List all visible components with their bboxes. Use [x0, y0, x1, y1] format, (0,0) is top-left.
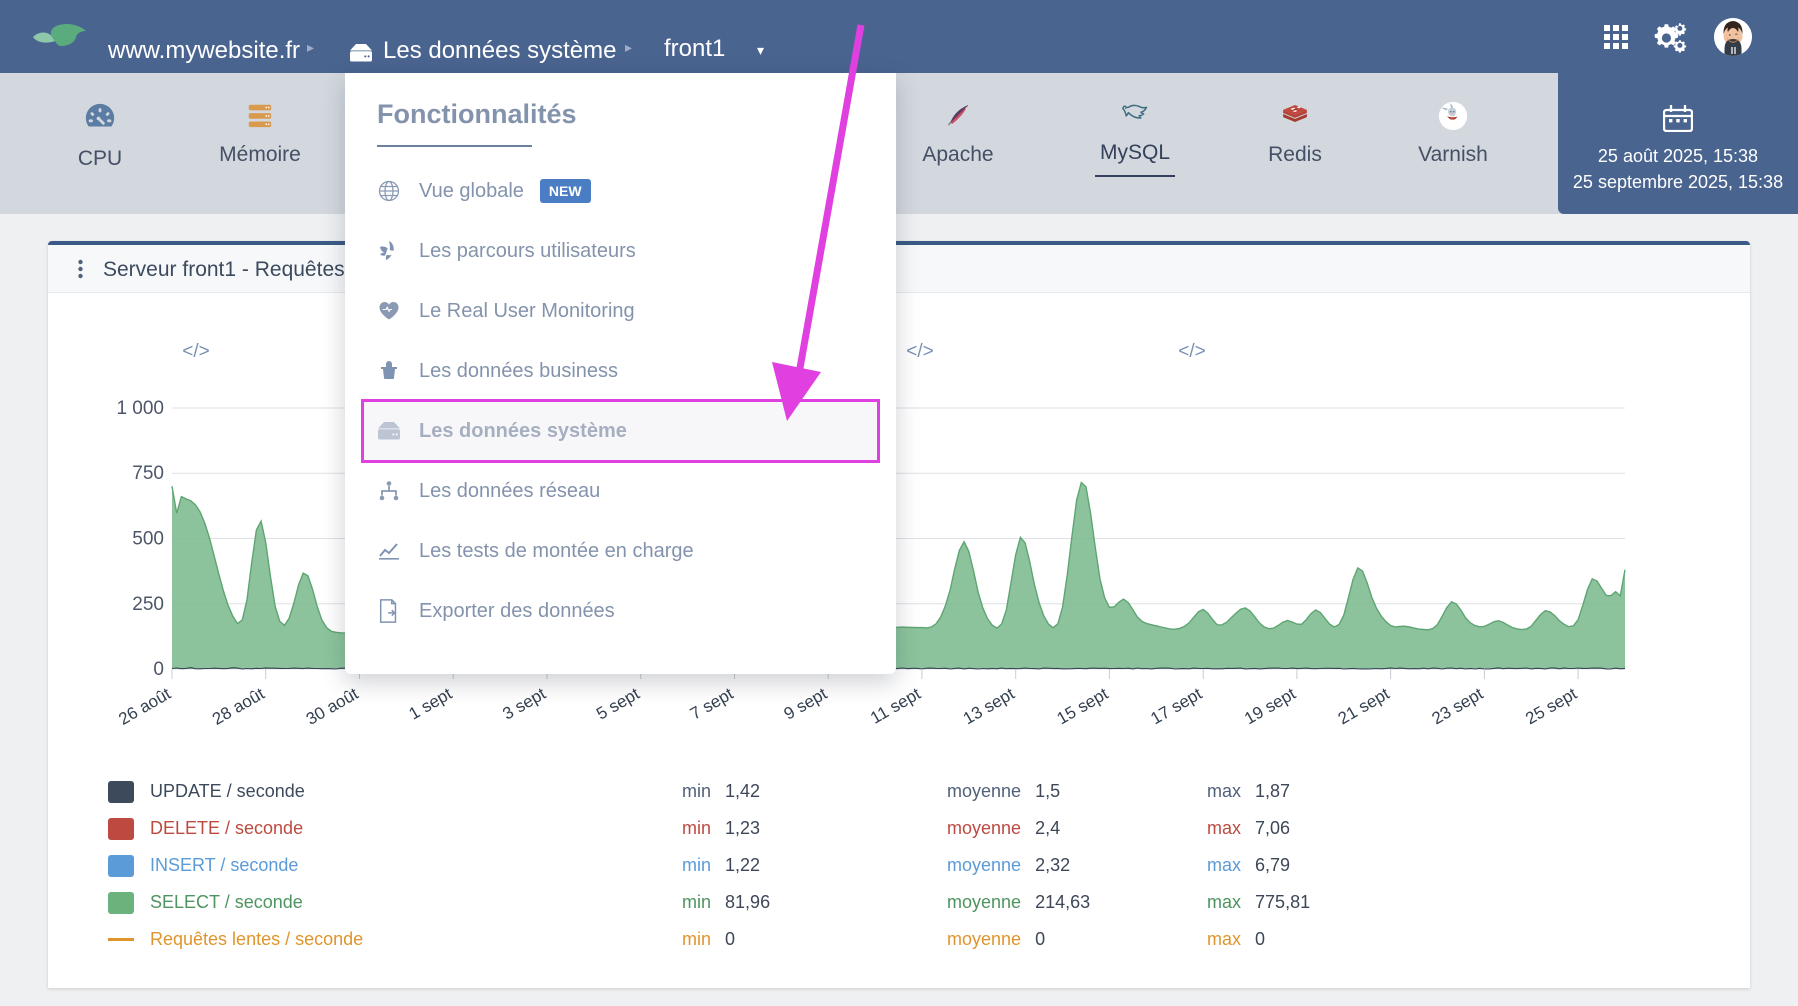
svg-text:1 sept: 1 sept — [406, 684, 456, 724]
svg-text:1 000: 1 000 — [116, 398, 164, 419]
svg-text:250: 250 — [132, 594, 164, 615]
svg-text:0: 0 — [153, 659, 164, 680]
svg-text:25 sept: 25 sept — [1522, 684, 1580, 728]
svg-text:13 sept: 13 sept — [960, 684, 1018, 728]
svg-text:3 sept: 3 sept — [499, 684, 549, 724]
svg-text:9 sept: 9 sept — [781, 684, 831, 724]
svg-text:17 sept: 17 sept — [1147, 684, 1205, 728]
svg-text:28 août: 28 août — [209, 684, 268, 729]
svg-text:26 août: 26 août — [115, 684, 174, 729]
svg-text:</>: </> — [182, 341, 209, 362]
svg-text:15 sept: 15 sept — [1054, 684, 1112, 728]
svg-text:</>: </> — [906, 341, 933, 362]
svg-text:500: 500 — [132, 529, 164, 550]
svg-text:30 août: 30 août — [303, 684, 362, 729]
svg-text:21 sept: 21 sept — [1335, 684, 1393, 728]
svg-text:11 sept: 11 sept — [867, 684, 924, 728]
svg-text:19 sept: 19 sept — [1241, 684, 1299, 728]
svg-text:</>: </> — [1178, 341, 1205, 362]
svg-text:7 sept: 7 sept — [687, 684, 737, 724]
svg-text:750: 750 — [132, 463, 164, 484]
svg-text:5 sept: 5 sept — [593, 684, 643, 724]
svg-text:23 sept: 23 sept — [1429, 684, 1487, 728]
